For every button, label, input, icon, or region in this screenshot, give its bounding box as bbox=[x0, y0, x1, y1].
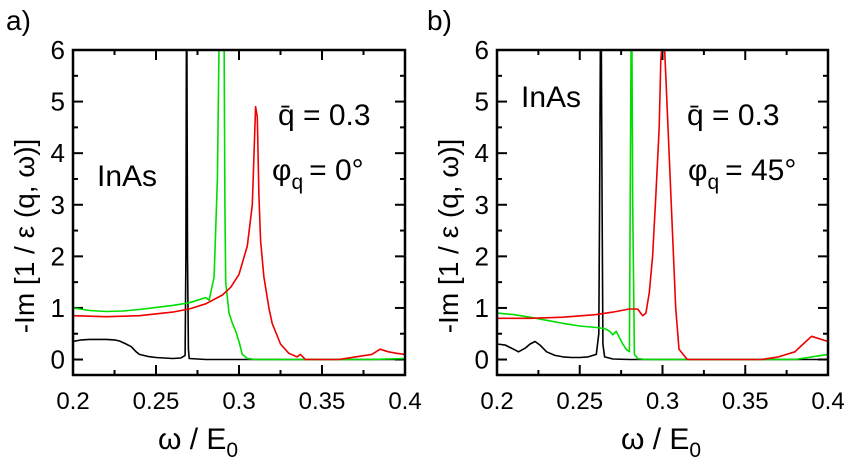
y-tick-label: 0 bbox=[51, 345, 65, 375]
panel-a: a) -Im [1 / ε (q, ω)] ω / E0 0.2 0.25 0.3 0… bbox=[6, 5, 422, 460]
tick-layer: 0.2 0.25 0.3 0.35 0.4 0 1 2 3 4 5 6 bbox=[51, 35, 422, 415]
x-axis-label-main: ω / E bbox=[621, 423, 689, 456]
series-layer bbox=[497, 50, 828, 361]
x-axis-label: ω / E0 bbox=[158, 423, 238, 460]
y-tick-label: 5 bbox=[475, 87, 489, 117]
series-layer bbox=[73, 50, 405, 361]
y-tick-label: 1 bbox=[475, 293, 489, 323]
x-tick-label: 0.35 bbox=[299, 388, 346, 415]
x-axis-label-subscript: 0 bbox=[226, 439, 238, 460]
series-line-red bbox=[497, 50, 828, 361]
y-tick-label: 6 bbox=[475, 35, 489, 65]
x-axis-label: ω / E0 bbox=[621, 423, 701, 460]
y-tick-label: 1 bbox=[51, 293, 65, 323]
phi-symbol: φ bbox=[272, 154, 291, 187]
material-annotation: InAs bbox=[97, 160, 157, 193]
y-tick-label: 2 bbox=[475, 241, 489, 271]
y-tick-label: 0 bbox=[475, 345, 489, 375]
x-tick-label: 0.35 bbox=[722, 388, 769, 415]
phi-subscript: q bbox=[707, 171, 719, 194]
series-line-green bbox=[73, 50, 405, 361]
y-tick-label: 6 bbox=[51, 35, 65, 65]
y-axis-label: -Im [1 / ε (q, ω)] bbox=[433, 139, 464, 334]
phi-annotation: φq = 45° bbox=[688, 154, 796, 194]
panel-label: b) bbox=[427, 5, 452, 36]
y-tick-label: 5 bbox=[51, 87, 65, 117]
series-line-black bbox=[73, 50, 405, 361]
x-tick-label: 0.2 bbox=[480, 388, 513, 415]
plot-frame bbox=[71, 48, 407, 377]
series-line-green bbox=[497, 50, 828, 361]
phi-value: = 45° bbox=[725, 154, 796, 187]
q-annotation: q̄ = 0.3 bbox=[687, 99, 780, 132]
x-tick-label: 0.25 bbox=[133, 388, 180, 415]
x-tick-label: 0.4 bbox=[811, 388, 844, 415]
series-line-black bbox=[497, 50, 828, 361]
panel-b: b) -Im [1 / ε (q, ω)] ω / E0 0.2 0.25 0.3 0… bbox=[427, 5, 845, 460]
phi-value: = 0° bbox=[309, 154, 364, 187]
phi-annotation: φq = 0° bbox=[272, 154, 364, 194]
panel-label: a) bbox=[6, 5, 31, 36]
y-tick-label: 3 bbox=[475, 190, 489, 220]
plot-frame bbox=[495, 48, 830, 377]
x-tick-label: 0.25 bbox=[556, 388, 603, 415]
x-axis-label-subscript: 0 bbox=[689, 439, 701, 460]
phi-symbol: φ bbox=[688, 154, 707, 187]
x-axis-label-main: ω / E bbox=[158, 423, 226, 456]
y-tick-label: 4 bbox=[51, 138, 65, 168]
series-line-red bbox=[73, 105, 405, 361]
y-tick-label: 2 bbox=[51, 241, 65, 271]
y-tick-label: 3 bbox=[51, 190, 65, 220]
y-axis-label: -Im [1 / ε (q, ω)] bbox=[9, 139, 40, 334]
x-tick-label: 0.3 bbox=[222, 388, 255, 415]
y-tick-label: 4 bbox=[475, 138, 489, 168]
material-annotation: InAs bbox=[521, 81, 581, 114]
phi-subscript: q bbox=[291, 171, 303, 194]
x-tick-label: 0.4 bbox=[388, 388, 421, 415]
x-tick-label: 0.2 bbox=[56, 388, 89, 415]
q-annotation: q̄ = 0.3 bbox=[278, 99, 371, 132]
x-tick-label: 0.3 bbox=[646, 388, 679, 415]
